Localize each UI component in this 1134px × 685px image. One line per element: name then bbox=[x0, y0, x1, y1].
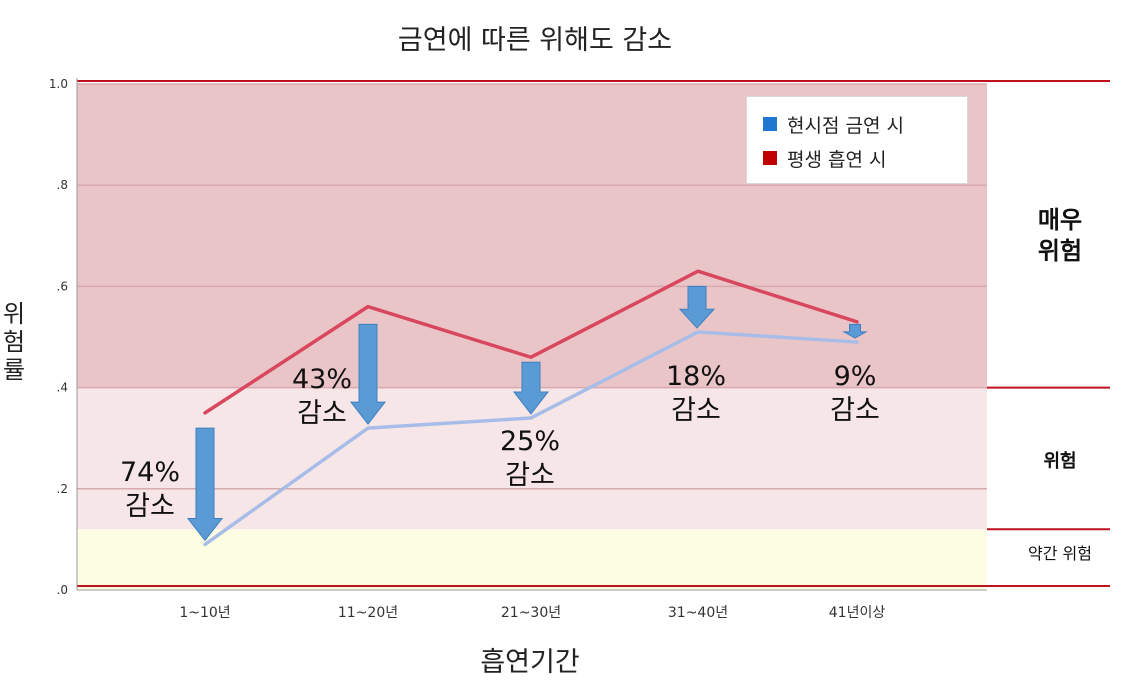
annotation-5-percent: 9% bbox=[833, 361, 877, 392]
y-tick-label-5: 1.0 bbox=[49, 77, 68, 91]
x-tick-label-1: 11~20년 bbox=[338, 605, 398, 621]
y-tick-label-2: .4 bbox=[57, 381, 68, 395]
x-axis-label: 흡연기간 bbox=[480, 647, 580, 678]
legend: 현시점 금연 시 평생 흡연 시 bbox=[746, 96, 968, 184]
legend-item-smoke: 평생 흡연 시 bbox=[763, 145, 886, 171]
zone-label-very-high-line1: 매우 bbox=[1037, 206, 1083, 234]
x-tick-label-4: 41년이상 bbox=[829, 605, 886, 621]
y-tick-label-4: .8 bbox=[57, 178, 68, 192]
legend-item-quit: 현시점 금연 시 bbox=[763, 111, 904, 137]
zone-label-low: 약간 위험 bbox=[1028, 544, 1092, 563]
y-tick-label-1: .2 bbox=[57, 482, 68, 496]
y-tick-label-3: .6 bbox=[57, 279, 68, 293]
zone-label-very-high-line2: 위험 bbox=[1037, 237, 1083, 265]
annotation-4-text: 감소 bbox=[671, 395, 721, 426]
y-axis-label: 위험률 bbox=[2, 300, 26, 384]
x-tick-label-0: 1~10년 bbox=[179, 605, 230, 621]
zone-band-2 bbox=[77, 529, 987, 590]
series-line-0 bbox=[203, 330, 859, 547]
reduction-arrow-4 bbox=[678, 285, 716, 329]
annotation-3-text: 감소 bbox=[505, 460, 555, 491]
legend-label-smoke: 평생 흡연 시 bbox=[787, 148, 887, 171]
annotation-1: 74% 감소 bbox=[90, 456, 210, 524]
annotation-2: 43% 감소 bbox=[262, 363, 382, 431]
annotation-3-percent: 25% bbox=[499, 426, 560, 457]
annotation-1-percent: 74% bbox=[119, 457, 180, 488]
zone-label-high: 위험 bbox=[1043, 451, 1077, 472]
annotation-4-percent: 18% bbox=[665, 361, 726, 392]
annotation-3: 25% 감소 bbox=[470, 425, 590, 493]
chart-title: 금연에 따른 위해도 감소 bbox=[397, 25, 673, 56]
legend-swatch-smoke bbox=[763, 151, 777, 165]
annotation-1-text: 감소 bbox=[125, 491, 175, 522]
legend-label-quit: 현시점 금연 시 bbox=[787, 114, 904, 137]
annotation-2-text: 감소 bbox=[297, 398, 347, 429]
x-tick-label-3: 31~40년 bbox=[668, 605, 728, 621]
reduction-arrow-5 bbox=[842, 323, 868, 339]
y-tick-label-0: .0 bbox=[57, 583, 68, 597]
reduction-arrow-1 bbox=[186, 427, 224, 542]
reduction-arrow-2 bbox=[349, 323, 387, 425]
x-tick-label-2: 21~30년 bbox=[501, 605, 561, 621]
annotation-4: 18% 감소 bbox=[636, 360, 756, 428]
annotation-5: 9% 감소 bbox=[795, 360, 915, 428]
series-line-1 bbox=[203, 269, 859, 415]
reduction-arrow-3 bbox=[512, 361, 550, 415]
zone-label-very-high: 매우 위험 bbox=[990, 205, 1130, 267]
annotation-2-percent: 43% bbox=[291, 364, 352, 395]
legend-swatch-quit bbox=[763, 117, 777, 131]
annotation-5-text: 감소 bbox=[830, 395, 880, 426]
